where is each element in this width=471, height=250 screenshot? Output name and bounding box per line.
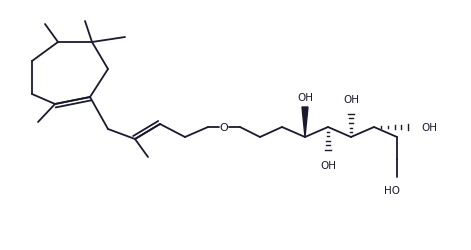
Text: HO: HO bbox=[384, 185, 400, 195]
Text: OH: OH bbox=[320, 160, 336, 170]
Polygon shape bbox=[302, 108, 308, 138]
Text: OH: OH bbox=[297, 93, 313, 102]
Text: OH: OH bbox=[343, 94, 359, 104]
Text: OH: OH bbox=[421, 122, 437, 132]
Text: O: O bbox=[219, 122, 228, 132]
